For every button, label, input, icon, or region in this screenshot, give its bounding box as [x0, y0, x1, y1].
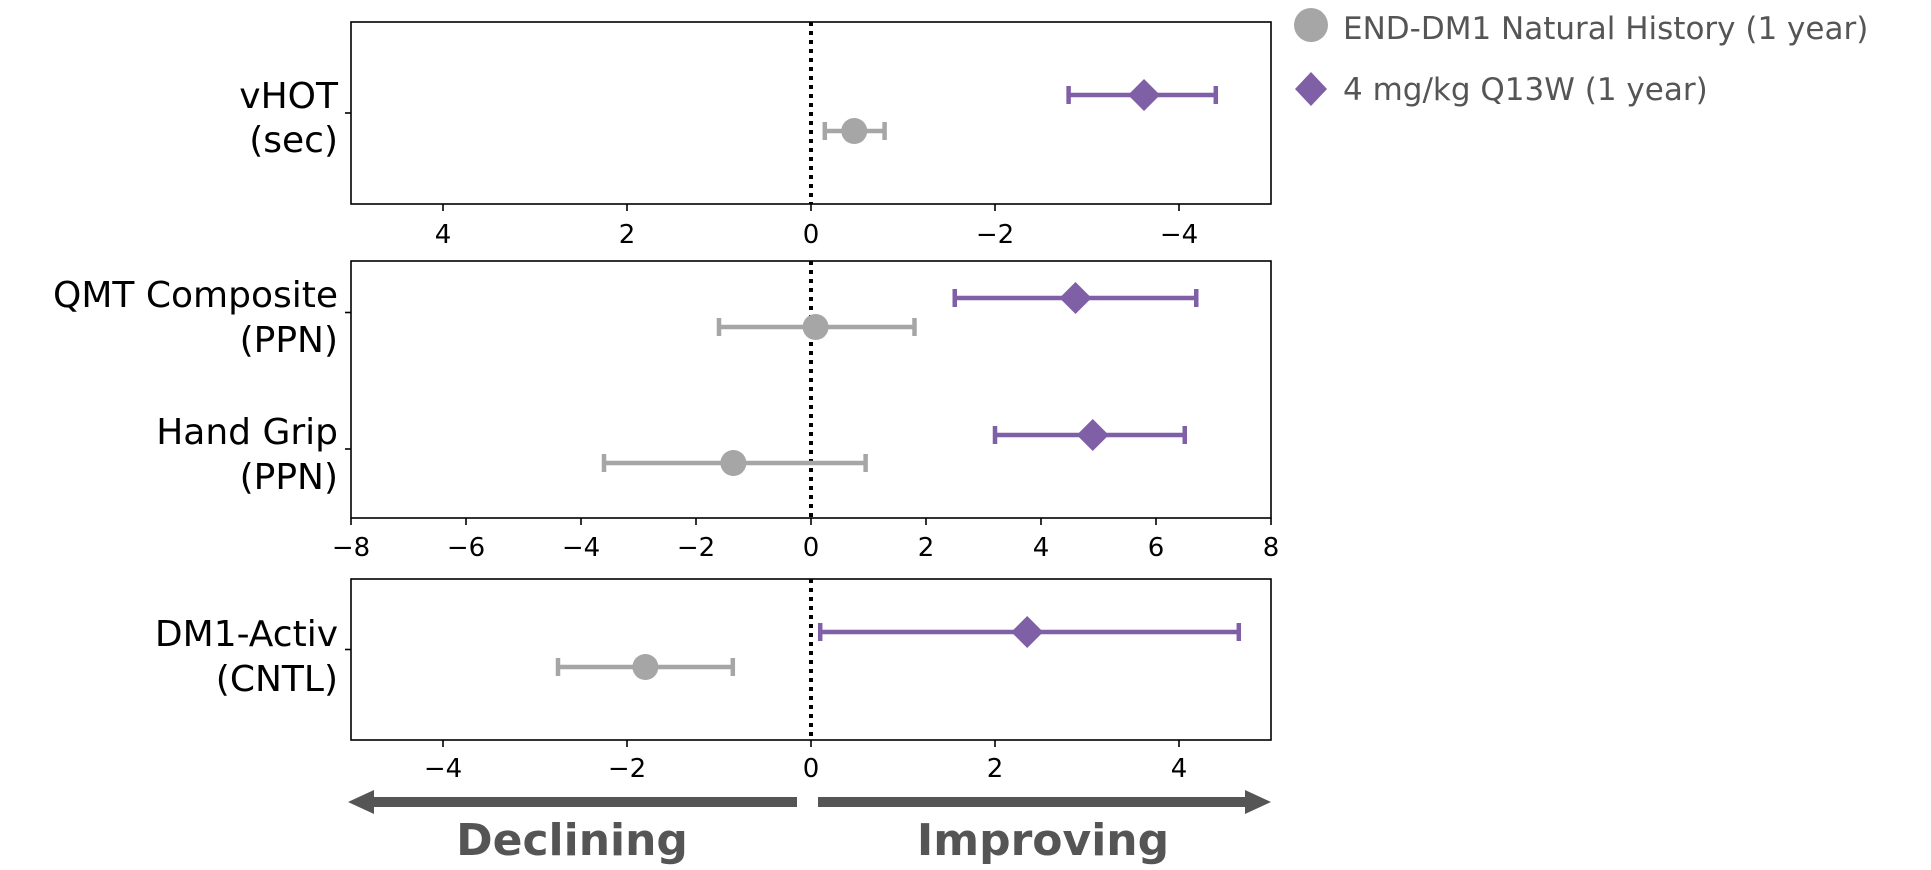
- x-tick-label: −2: [608, 754, 646, 784]
- legend-nh-marker-icon: [1294, 8, 1328, 42]
- row-label-line: vHOT: [239, 76, 339, 117]
- legend: END-DM1 Natural History (1 year) 4 mg/kg…: [1294, 8, 1868, 108]
- panel-3: −4 −2 0 2 4 DM1-Activ(CNTL): [155, 578, 1272, 784]
- improving-arrowhead-icon: [1245, 790, 1271, 814]
- q13w-point-marker: [1059, 282, 1092, 314]
- q13w-point-marker: [1011, 616, 1044, 648]
- x-tick-label: 2: [619, 220, 636, 250]
- x-tick-label: 0: [803, 754, 820, 784]
- nh-point-marker: [632, 654, 659, 680]
- x-tick-label: −2: [976, 220, 1014, 250]
- nh-point-marker: [720, 450, 747, 476]
- legend-q13w-label: 4 mg/kg Q13W (1 year): [1343, 72, 1708, 108]
- panel-1: 4 2 0 −2 −4 vHOT(sec): [239, 21, 1272, 250]
- declining-label: Declining: [456, 815, 688, 866]
- x-tick-label: 0: [803, 533, 820, 563]
- direction-arrows: Declining Improving: [348, 790, 1271, 866]
- x-tick-label: 2: [918, 533, 935, 563]
- legend-q13w-marker-icon: [1295, 72, 1327, 106]
- x-tick-label: 4: [1033, 533, 1050, 563]
- x-tick-label: −4: [1160, 220, 1198, 250]
- x-tick-label: −8: [332, 533, 370, 563]
- row-label-line: (CNTL): [216, 659, 338, 700]
- row-label-line: (PPN): [240, 457, 338, 498]
- q13w-point-marker: [1076, 419, 1109, 451]
- legend-nh-label: END-DM1 Natural History (1 year): [1343, 11, 1868, 47]
- declining-arrowhead-icon: [348, 790, 374, 814]
- x-tick-label: 6: [1148, 533, 1165, 563]
- x-tick-label: −4: [424, 754, 462, 784]
- improving-label: Improving: [917, 815, 1169, 866]
- row-label-line: (PPN): [240, 320, 338, 361]
- panels-group: 4 2 0 −2 −4 vHOT(sec) −8 −6 −4 −2 0 2 4 6 8 QMT Composi…: [53, 21, 1280, 784]
- row-label-line: (sec): [249, 120, 338, 161]
- x-tick-label: 8: [1263, 533, 1280, 563]
- x-tick-label: 2: [987, 754, 1004, 784]
- row-label-line: Hand Grip: [156, 412, 338, 453]
- x-tick-label: 4: [1171, 754, 1188, 784]
- row-label-line: DM1-Activ: [155, 614, 338, 655]
- nh-point-marker: [841, 118, 868, 144]
- row-label-line: QMT Composite: [53, 275, 338, 316]
- x-tick-label: 0: [803, 220, 820, 250]
- x-tick-label: −2: [677, 533, 715, 563]
- x-tick-label: 4: [435, 220, 452, 250]
- x-tick-label: −4: [562, 533, 600, 563]
- q13w-point-marker: [1128, 79, 1161, 111]
- nh-point-marker: [802, 314, 829, 340]
- x-tick-label: −6: [447, 533, 485, 563]
